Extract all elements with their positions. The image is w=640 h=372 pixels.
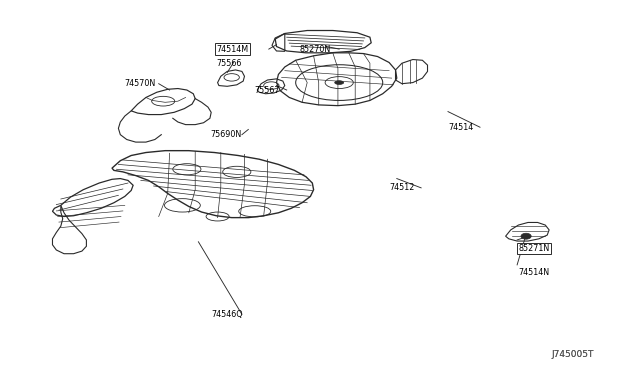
Text: 74546Q: 74546Q <box>211 310 243 319</box>
Text: 74514M: 74514M <box>0 371 1 372</box>
Text: 85271N: 85271N <box>518 244 550 253</box>
Circle shape <box>521 233 531 239</box>
Text: 75690N: 75690N <box>210 130 241 139</box>
Text: 74570N: 74570N <box>125 79 156 88</box>
Text: 75566: 75566 <box>216 60 242 68</box>
Text: 74512: 74512 <box>389 183 415 192</box>
Text: J745005T: J745005T <box>552 350 594 359</box>
Text: 74514: 74514 <box>448 123 473 132</box>
Text: 74514N: 74514N <box>518 268 550 277</box>
Text: 75567: 75567 <box>255 86 280 94</box>
Ellipse shape <box>335 81 344 84</box>
Text: J745005T: J745005T <box>552 350 594 359</box>
Text: 85271N: 85271N <box>0 371 1 372</box>
Text: 85270N: 85270N <box>300 45 331 54</box>
Text: 74514M: 74514M <box>216 45 248 54</box>
